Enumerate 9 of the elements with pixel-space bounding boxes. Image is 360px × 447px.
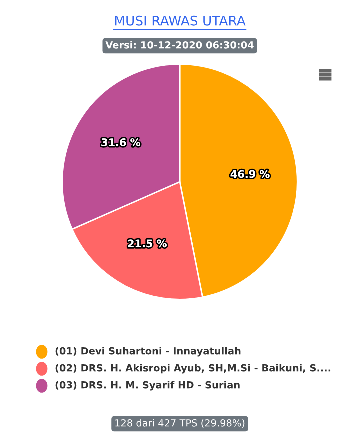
legend-label: (01) Devi Suhartoni - Innayatullah [56, 347, 241, 357]
data-label: 21.5 % [128, 240, 167, 248]
chart-title: MUSI RAWAS UTARA [115, 16, 246, 26]
data-label: 31.6 % [102, 138, 140, 146]
legend-label: (02) DRS. H. Akisropi Ayub, SH,M.Si - Baikuni, S.... [56, 364, 331, 374]
text: 128 dari 427 TPS (29.98%) [116, 419, 245, 428]
legend-label: (03) DRS. H. M. Syarif HD - Surian [56, 381, 240, 391]
data-label: 46.9 % [230, 170, 270, 178]
chart-subtitle: Versi: 10-12-2020 06:30:04 [106, 41, 254, 49]
